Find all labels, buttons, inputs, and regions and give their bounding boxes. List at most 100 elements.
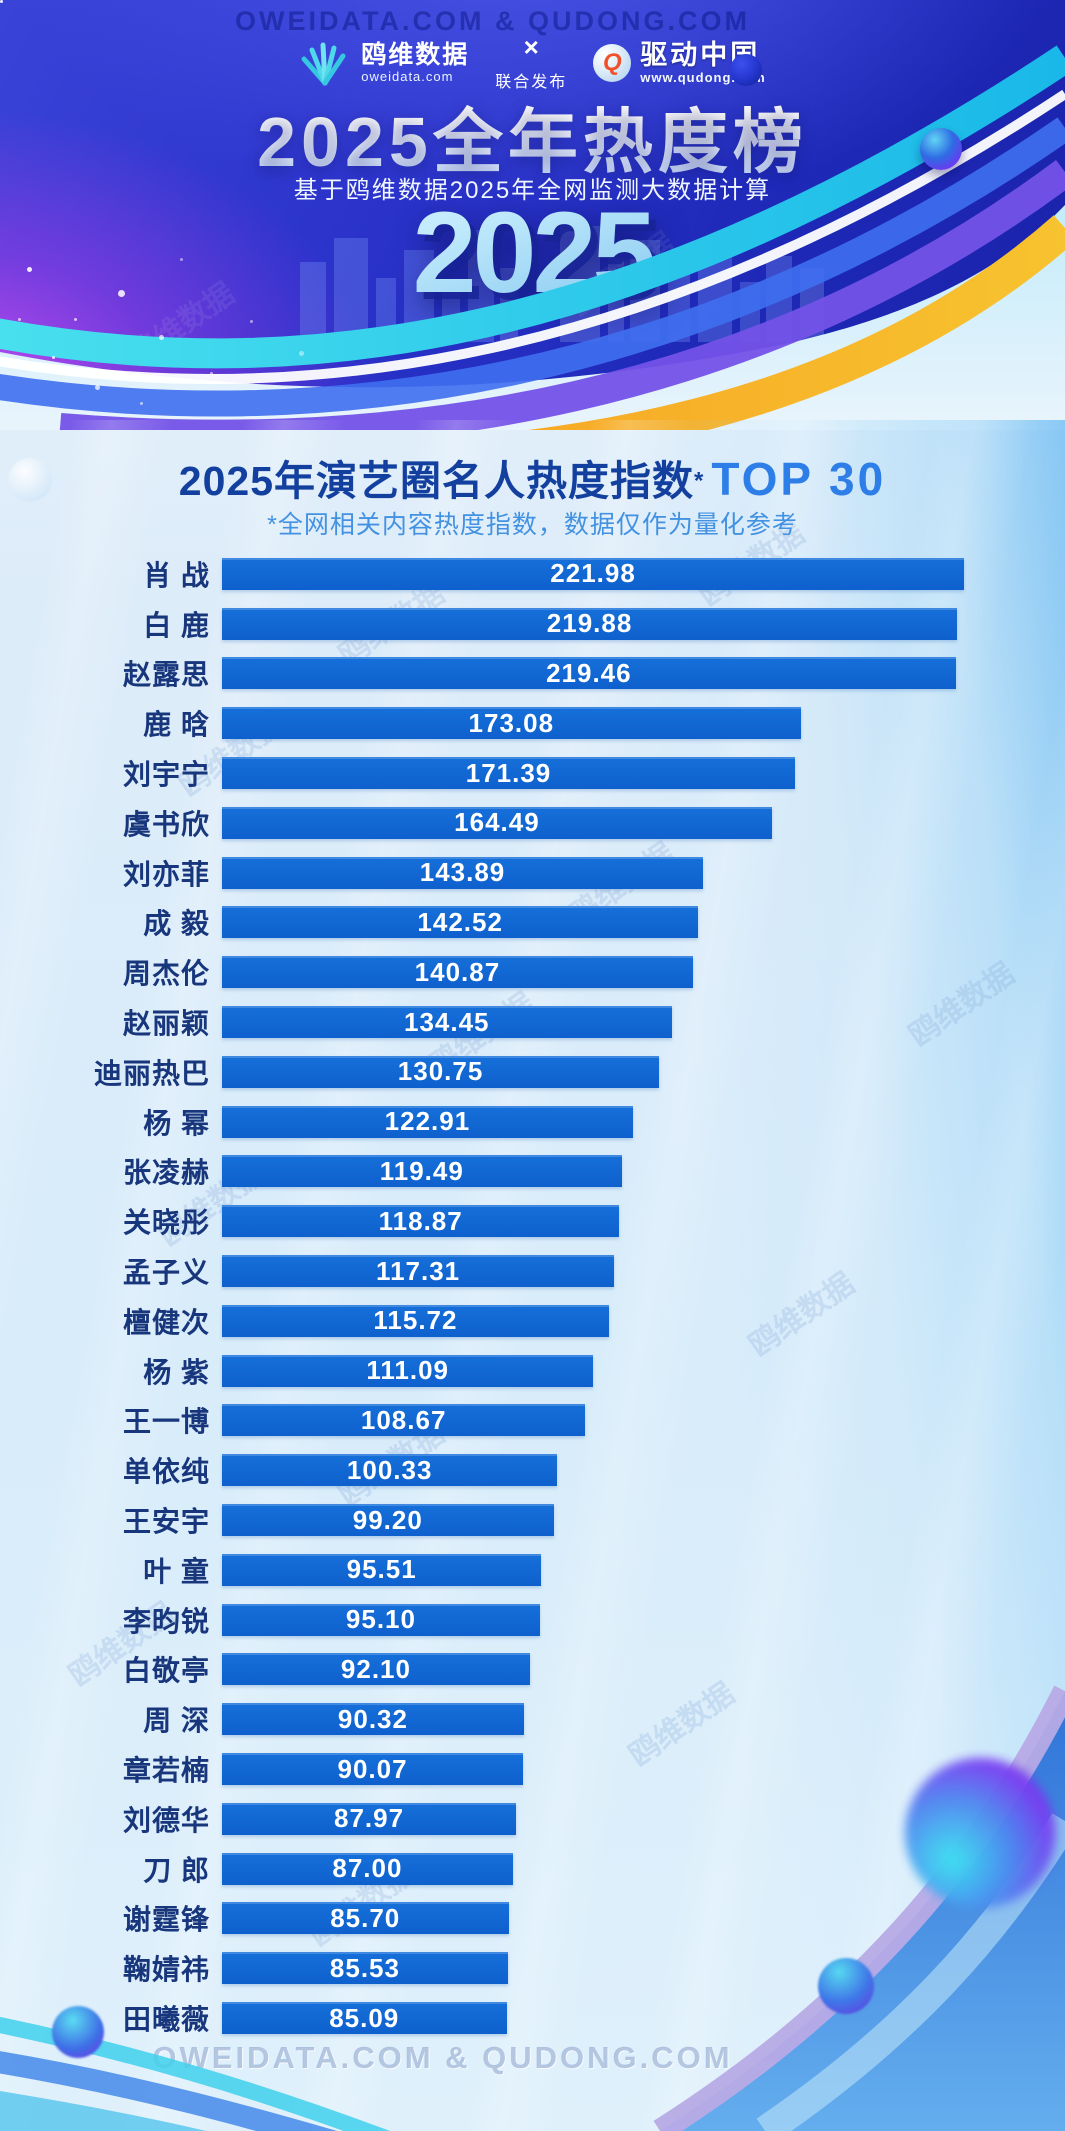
row-label: 檀健次 (122, 1306, 210, 1338)
row-bar: 90.32 (222, 1703, 524, 1736)
row-label: 张凌赫 (122, 1157, 210, 1189)
chart-row: 单依纯 100.33 (0, 1445, 1065, 1495)
row-label: 田曦薇 (122, 2004, 210, 2035)
decor-sphere-small-left (52, 2006, 104, 2058)
row-label: 章若楠 (122, 1755, 210, 1787)
chart-row: 刘亦菲 143.89 (0, 848, 1065, 898)
bar-rows: 肖 战 221.98 白 鹿 219.88 赵露思 219.46 鹿 晗 173.08 刘宇宁 1… (0, 549, 1065, 2043)
row-value: 87.97 (334, 1803, 405, 1834)
banner: OWEIDATA.COM & QUDONG.COM 鸥维数据 鸥维数据 鸥维数据 (0, 0, 1065, 430)
row-bar: 95.51 (222, 1553, 542, 1586)
row-label: 赵丽颖 (122, 1008, 210, 1040)
row-value: 85.70 (330, 1902, 401, 1933)
decor-sphere-small-right (818, 1958, 874, 2014)
row-value: 111.09 (366, 1355, 450, 1386)
row-label: 周杰伦 (122, 958, 210, 990)
row-bar: 143.89 (222, 856, 703, 889)
row-bar: 87.97 (222, 1802, 517, 1835)
row-label: 关晓彤 (122, 1207, 210, 1239)
chart-row: 孟子义 117.31 (0, 1246, 1065, 1296)
row-bar: 134.45 (222, 1006, 672, 1039)
row-label: 刘宇宁 (122, 759, 210, 791)
chart-row: 白 鹿 219.88 (0, 599, 1065, 649)
chart-row: 田曦薇 85.09 (0, 1993, 1065, 2043)
row-bar: 119.49 (222, 1155, 622, 1188)
chart-row: 刘宇宁 171.39 (0, 748, 1065, 798)
row-label: 白敬亭 (122, 1655, 210, 1687)
chart-row: 周 深 90.32 (0, 1694, 1065, 1744)
row-bar: 130.75 (222, 1055, 660, 1088)
row-value: 142.52 (417, 906, 503, 937)
row-value: 173.08 (468, 707, 555, 738)
row-value: 140.87 (414, 956, 501, 987)
sparkle-dots (0, 0, 3, 3)
row-bar: 95.10 (222, 1603, 540, 1636)
row-value: 143.89 (419, 857, 506, 888)
row-label: 谢霆锋 (122, 1904, 210, 1936)
row-label: 杨 幂 (143, 1107, 210, 1139)
row-label: 白 鹿 (143, 609, 210, 641)
row-label: 鞠婧祎 (122, 1954, 210, 1986)
decor-circle-faint (8, 458, 52, 502)
row-bar: 164.49 (222, 806, 772, 839)
row-label: 肖 战 (143, 559, 210, 591)
chart-row: 檀健次 115.72 (0, 1296, 1065, 1346)
row-value: 221.98 (550, 558, 636, 589)
row-label: 孟子义 (122, 1257, 210, 1289)
row-value: 100.33 (346, 1454, 433, 1485)
row-label: 迪丽热巴 (93, 1057, 210, 1089)
row-bar: 140.87 (222, 956, 693, 989)
row-value: 118.87 (378, 1205, 463, 1236)
row-bar: 142.52 (222, 906, 699, 939)
oweidata-name: 鸥维数据 (361, 40, 470, 69)
row-value: 87.00 (332, 1853, 403, 1884)
banner-top-watermark: OWEIDATA.COM & QUDONG.COM (235, 6, 750, 36)
row-label: 成 毅 (143, 908, 210, 940)
row-label: 刘德华 (122, 1804, 210, 1836)
row-value: 90.32 (337, 1703, 408, 1734)
chart-row: 刘德华 87.97 (0, 1794, 1065, 1844)
row-bar: 173.08 (222, 707, 801, 740)
chart-row: 周杰伦 140.87 (0, 947, 1065, 997)
row-bar: 117.31 (222, 1255, 615, 1288)
row-bar: 115.72 (222, 1304, 609, 1337)
row-label: 周 深 (143, 1705, 210, 1737)
row-label: 刀 郎 (143, 1854, 210, 1886)
row-label: 王一博 (122, 1406, 210, 1438)
hero-year-3d: 2025 (0, 196, 1065, 311)
row-value: 219.46 (546, 657, 632, 688)
row-bar: 92.10 (222, 1653, 530, 1686)
chart-title-asterisk: * (694, 467, 704, 495)
row-value: 130.75 (397, 1056, 484, 1087)
row-bar: 87.00 (222, 1852, 513, 1885)
chart-row: 张凌赫 119.49 (0, 1147, 1065, 1197)
chart-row: 成 毅 142.52 (0, 898, 1065, 948)
row-value: 92.10 (340, 1653, 411, 1684)
chart-row: 关晓彤 118.87 (0, 1196, 1065, 1246)
chart-title-top30: TOP 30 (711, 453, 887, 505)
row-bar: 108.67 (222, 1404, 586, 1437)
chart-row: 白敬亭 92.10 (0, 1645, 1065, 1695)
chart-row: 杨 幂 122.91 (0, 1097, 1065, 1147)
row-bar: 111.09 (222, 1354, 594, 1387)
row-value: 117.31 (376, 1255, 461, 1286)
row-label: 李昀锐 (122, 1605, 210, 1637)
row-bar: 219.88 (222, 607, 958, 640)
row-label: 王安宇 (122, 1506, 210, 1538)
logo-row: 鸥维数据 oweidata.com × 联合发布 Q 驱动中国 www.qudo… (0, 34, 1065, 92)
row-value: 95.10 (345, 1604, 416, 1635)
row-label: 赵露思 (122, 659, 210, 691)
oweidata-fan-icon (299, 37, 351, 89)
joint-release-separator: × 联合发布 (495, 34, 567, 92)
row-bar: 100.33 (222, 1454, 558, 1487)
row-value: 122.91 (384, 1106, 471, 1137)
row-value: 95.51 (346, 1554, 417, 1585)
chart-row: 谢霆锋 85.70 (0, 1894, 1065, 1944)
chart-row: 李昀锐 95.10 (0, 1595, 1065, 1645)
row-bar: 171.39 (222, 757, 795, 790)
x-mark: × (523, 32, 539, 62)
row-value: 219.88 (546, 608, 633, 639)
row-bar: 221.98 (222, 557, 965, 590)
row-value: 90.07 (337, 1753, 408, 1784)
